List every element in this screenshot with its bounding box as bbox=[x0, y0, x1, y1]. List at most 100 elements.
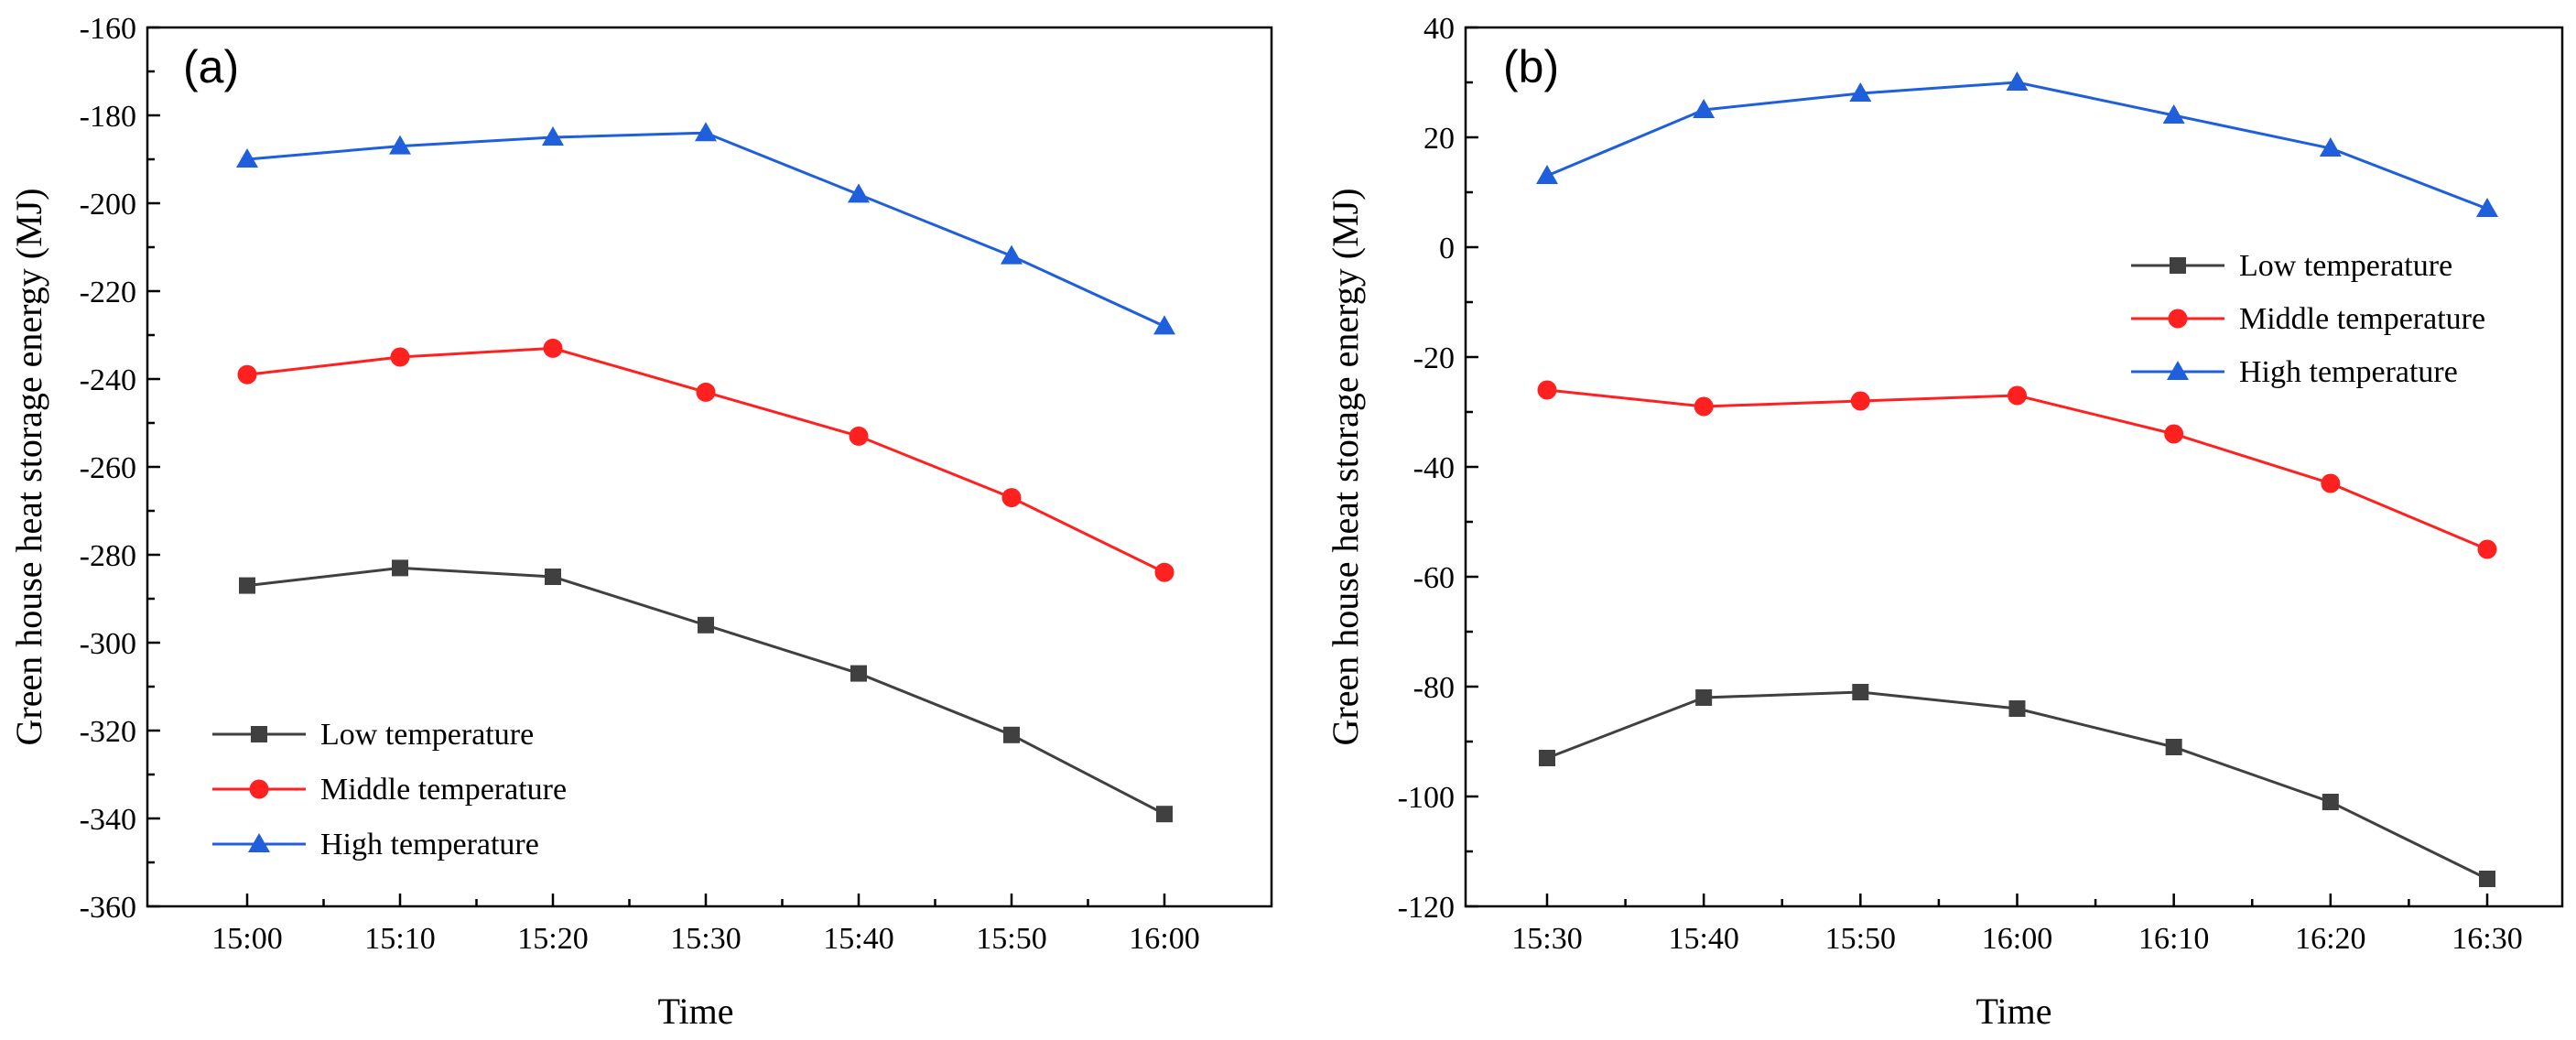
legend-marker bbox=[2167, 361, 2189, 380]
y-tick-label: -320 bbox=[80, 715, 136, 749]
data-point bbox=[2321, 473, 2341, 493]
data-point bbox=[2477, 539, 2497, 559]
data-point bbox=[2162, 104, 2185, 124]
data-point bbox=[543, 338, 563, 358]
data-point bbox=[2476, 198, 2498, 217]
legend-marker bbox=[248, 833, 270, 852]
panel-a-frame bbox=[146, 26, 1273, 908]
series-line-middle-temperature bbox=[1546, 388, 2488, 551]
data-point bbox=[2479, 871, 2495, 887]
x-tick-label: 16:00 bbox=[1129, 922, 1199, 956]
panel-a-series bbox=[236, 122, 1175, 823]
y-tick-label: -340 bbox=[80, 803, 136, 837]
panel-b-label: (b) bbox=[1503, 41, 1559, 92]
y-tick-label: -280 bbox=[80, 539, 136, 573]
y-tick-label: 20 bbox=[1423, 122, 1455, 156]
data-point bbox=[542, 126, 564, 146]
data-point bbox=[1694, 396, 1714, 417]
data-point bbox=[1537, 380, 1557, 400]
series-line-low-temperature bbox=[1546, 690, 2488, 881]
panel-b-legend: Low temperature Middle temperature High te… bbox=[2131, 249, 2485, 389]
panel-b-series bbox=[1536, 71, 2498, 887]
data-point bbox=[390, 347, 410, 367]
legend-label: Low temperature bbox=[2239, 249, 2452, 283]
panel-b-xlabel: Time bbox=[1975, 991, 2051, 1032]
y-tick-label: 40 bbox=[1423, 12, 1455, 46]
panel-b-frame bbox=[1464, 26, 2564, 908]
x-tick-label: 15:20 bbox=[517, 922, 588, 956]
data-point bbox=[1003, 726, 1020, 743]
panel-b: (b) Green house heat storage energy (MJ)… bbox=[1325, 12, 2564, 1032]
y-tick-label: -220 bbox=[80, 276, 136, 309]
y-tick-label: -100 bbox=[1398, 781, 1455, 815]
x-tick-label: 15:40 bbox=[1668, 922, 1738, 956]
y-tick-label: -200 bbox=[80, 188, 136, 222]
panel-b-x-axis: 15:30 15:40 15:50 16:00 16:10 16:20 16:30 bbox=[1511, 894, 2523, 956]
x-tick-label: 16:30 bbox=[2452, 922, 2522, 956]
panel-a-x-axis: 15:00 15:10 15:20 15:30 15:40 15:50 16:00 bbox=[211, 894, 1200, 956]
panel-a-y-axis: -360 -340 -320 -300 -280 -260 -240 -220 -200 -180… bbox=[80, 12, 160, 925]
data-point bbox=[236, 148, 258, 168]
data-point bbox=[545, 569, 561, 585]
y-tick-label: -40 bbox=[1413, 451, 1455, 485]
data-point bbox=[848, 183, 870, 203]
y-tick-label: -120 bbox=[1398, 891, 1455, 925]
x-tick-label: 15:50 bbox=[1825, 922, 1896, 956]
legend-label: Low temperature bbox=[320, 718, 534, 752]
data-point bbox=[2164, 424, 2184, 444]
x-tick-label: 16:20 bbox=[2295, 922, 2365, 956]
x-tick-label: 16:10 bbox=[2138, 922, 2209, 956]
legend-marker bbox=[2168, 309, 2188, 329]
data-point bbox=[1539, 750, 1555, 766]
data-point bbox=[698, 616, 714, 634]
y-tick-label: -160 bbox=[80, 12, 136, 46]
series-line-high-temperature bbox=[246, 131, 1165, 328]
legend-label: High temperature bbox=[2239, 355, 2458, 389]
panel-a-xlabel: Time bbox=[657, 991, 733, 1032]
data-point bbox=[1693, 99, 1716, 118]
y-tick-label: -60 bbox=[1413, 561, 1455, 595]
data-point bbox=[1849, 82, 1872, 102]
data-point bbox=[1153, 315, 1175, 335]
y-tick-label: -260 bbox=[80, 451, 136, 485]
data-point bbox=[392, 559, 408, 577]
data-point bbox=[1850, 391, 1870, 411]
data-point bbox=[239, 577, 255, 594]
y-tick-label: -360 bbox=[80, 891, 136, 925]
data-point bbox=[2165, 739, 2182, 755]
legend-marker bbox=[2170, 257, 2186, 274]
panel-a: (a) Green house heat storage energy (MJ)… bbox=[8, 12, 1273, 1032]
data-point bbox=[2322, 794, 2339, 810]
panel-a-ylabel: Green house heat storage energy (MJ) bbox=[8, 188, 49, 745]
x-tick-label: 16:00 bbox=[1982, 922, 2052, 956]
x-tick-label: 15:00 bbox=[211, 922, 282, 956]
data-point bbox=[389, 135, 411, 155]
y-tick-label: -20 bbox=[1413, 341, 1455, 375]
data-point bbox=[2319, 137, 2342, 157]
panel-b-y-axis: -120 -100 -80 -60 -40 -20 0 20 40 bbox=[1398, 12, 1478, 925]
legend-label: Middle temperature bbox=[320, 773, 567, 807]
data-point bbox=[696, 382, 716, 402]
y-tick-label: 0 bbox=[1439, 232, 1455, 265]
x-tick-label: 15:30 bbox=[1511, 922, 1582, 956]
data-point bbox=[2006, 71, 2029, 91]
legend-marker bbox=[249, 779, 269, 799]
series-line-middle-temperature bbox=[246, 346, 1165, 574]
x-tick-label: 15:50 bbox=[976, 922, 1046, 956]
legend-label: High temperature bbox=[320, 828, 539, 861]
x-tick-label: 15:30 bbox=[670, 922, 741, 956]
data-point bbox=[1001, 488, 1022, 508]
data-point bbox=[2008, 700, 2026, 717]
data-point bbox=[850, 665, 867, 682]
panel-a-legend: Low temperature Middle temperature High te… bbox=[212, 718, 567, 861]
data-point bbox=[1156, 806, 1173, 823]
y-tick-label: -80 bbox=[1413, 671, 1455, 705]
y-tick-label: -180 bbox=[80, 100, 136, 134]
legend-marker bbox=[251, 726, 267, 742]
series-line-high-temperature bbox=[1546, 81, 2488, 211]
data-point bbox=[1536, 165, 1558, 184]
panel-b-ylabel: Green house heat storage energy (MJ) bbox=[1325, 188, 1366, 745]
data-point bbox=[2008, 385, 2027, 406]
data-point bbox=[1695, 689, 1713, 706]
